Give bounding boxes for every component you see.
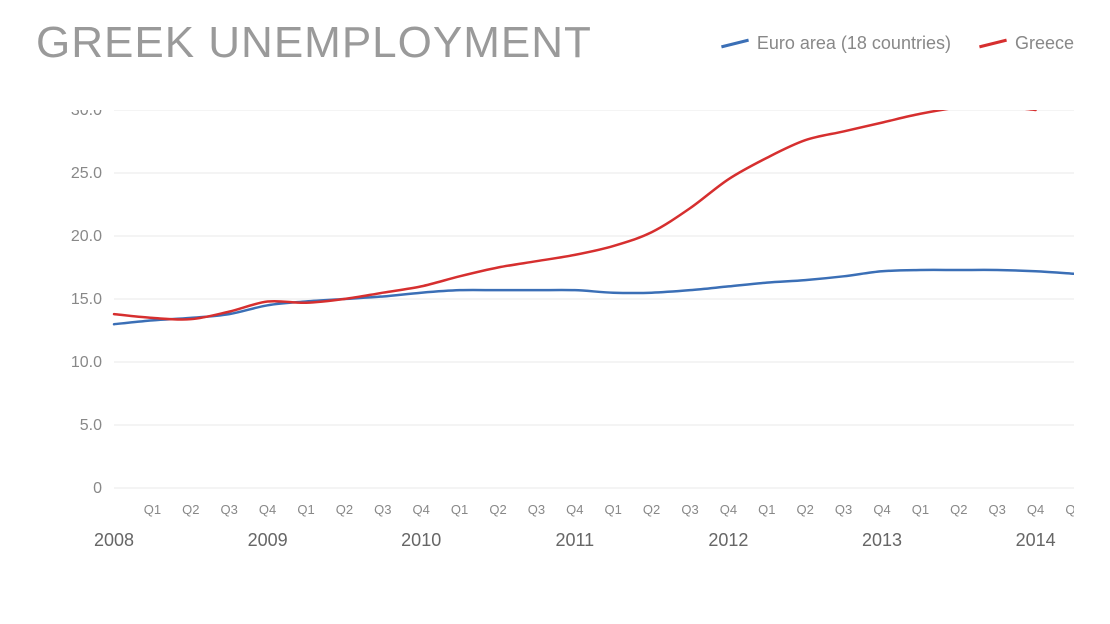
y-tick-label: 15.0: [71, 291, 102, 308]
x-tick-label: Q2: [489, 502, 506, 517]
x-tick-label: Q4: [413, 502, 430, 517]
chart-legend: Euro area (18 countries) Greece: [721, 33, 1074, 54]
x-tick-label: Q2: [336, 502, 353, 517]
chart-area: 05.010.015.020.025.030.0%Q1Q2Q3Q4Q1Q2Q3Q…: [36, 110, 1074, 594]
x-year-label: 2014: [1016, 530, 1056, 550]
legend-swatch: [721, 38, 749, 48]
x-year-label: 2010: [401, 530, 441, 550]
x-tick-label: Q1: [605, 502, 622, 517]
x-tick-label: Q3: [221, 502, 238, 517]
x-tick-label: Q3: [528, 502, 545, 517]
x-tick-label: Q2: [182, 502, 199, 517]
x-tick-label: Q3: [989, 502, 1006, 517]
x-tick-label: Q4: [720, 502, 737, 517]
x-year-label: 2009: [248, 530, 288, 550]
x-tick-label: Q2: [643, 502, 660, 517]
y-tick-label: 20.0: [71, 228, 102, 245]
x-year-label: 2008: [94, 530, 134, 550]
x-tick-label: Q3: [835, 502, 852, 517]
x-tick-label: Q4: [873, 502, 890, 517]
x-tick-label: Q1: [451, 502, 468, 517]
x-tick-label: Q4: [1027, 502, 1044, 517]
x-tick-label: Q4: [566, 502, 583, 517]
x-tick-label: Q3: [374, 502, 391, 517]
chart-title: GREEK UNEMPLOYMENT: [36, 18, 592, 68]
y-tick-label: 30.0: [71, 110, 102, 119]
line-chart-svg: 05.010.015.020.025.030.0%Q1Q2Q3Q4Q1Q2Q3Q…: [36, 110, 1074, 580]
x-tick-label: Q3: [681, 502, 698, 517]
y-tick-label: 5.0: [80, 417, 102, 434]
legend-label: Greece: [1015, 33, 1074, 54]
x-tick-label: Q1: [758, 502, 775, 517]
legend-item: Euro area (18 countries): [721, 33, 951, 54]
x-tick-label: Q1: [912, 502, 929, 517]
legend-swatch: [979, 38, 1007, 48]
x-tick-label: Q1: [297, 502, 314, 517]
series-line: [114, 270, 1074, 324]
series-line: [114, 110, 1036, 320]
chart-header: GREEK UNEMPLOYMENT Euro area (18 countri…: [36, 18, 1074, 68]
legend-item: Greece: [979, 33, 1074, 54]
x-year-label: 2011: [555, 530, 594, 550]
legend-label: Euro area (18 countries): [757, 33, 951, 54]
y-tick-label: 10.0: [71, 354, 102, 371]
x-tick-label: Q4: [259, 502, 276, 517]
x-tick-label: Q2: [950, 502, 967, 517]
x-tick-label: Q2: [797, 502, 814, 517]
x-tick-label: Q1: [144, 502, 161, 517]
y-tick-label: 25.0: [71, 165, 102, 182]
x-year-label: 2013: [862, 530, 902, 550]
x-tick-label: Q1: [1065, 502, 1074, 517]
x-year-label: 2012: [708, 530, 748, 550]
y-tick-label: 0: [93, 480, 102, 497]
